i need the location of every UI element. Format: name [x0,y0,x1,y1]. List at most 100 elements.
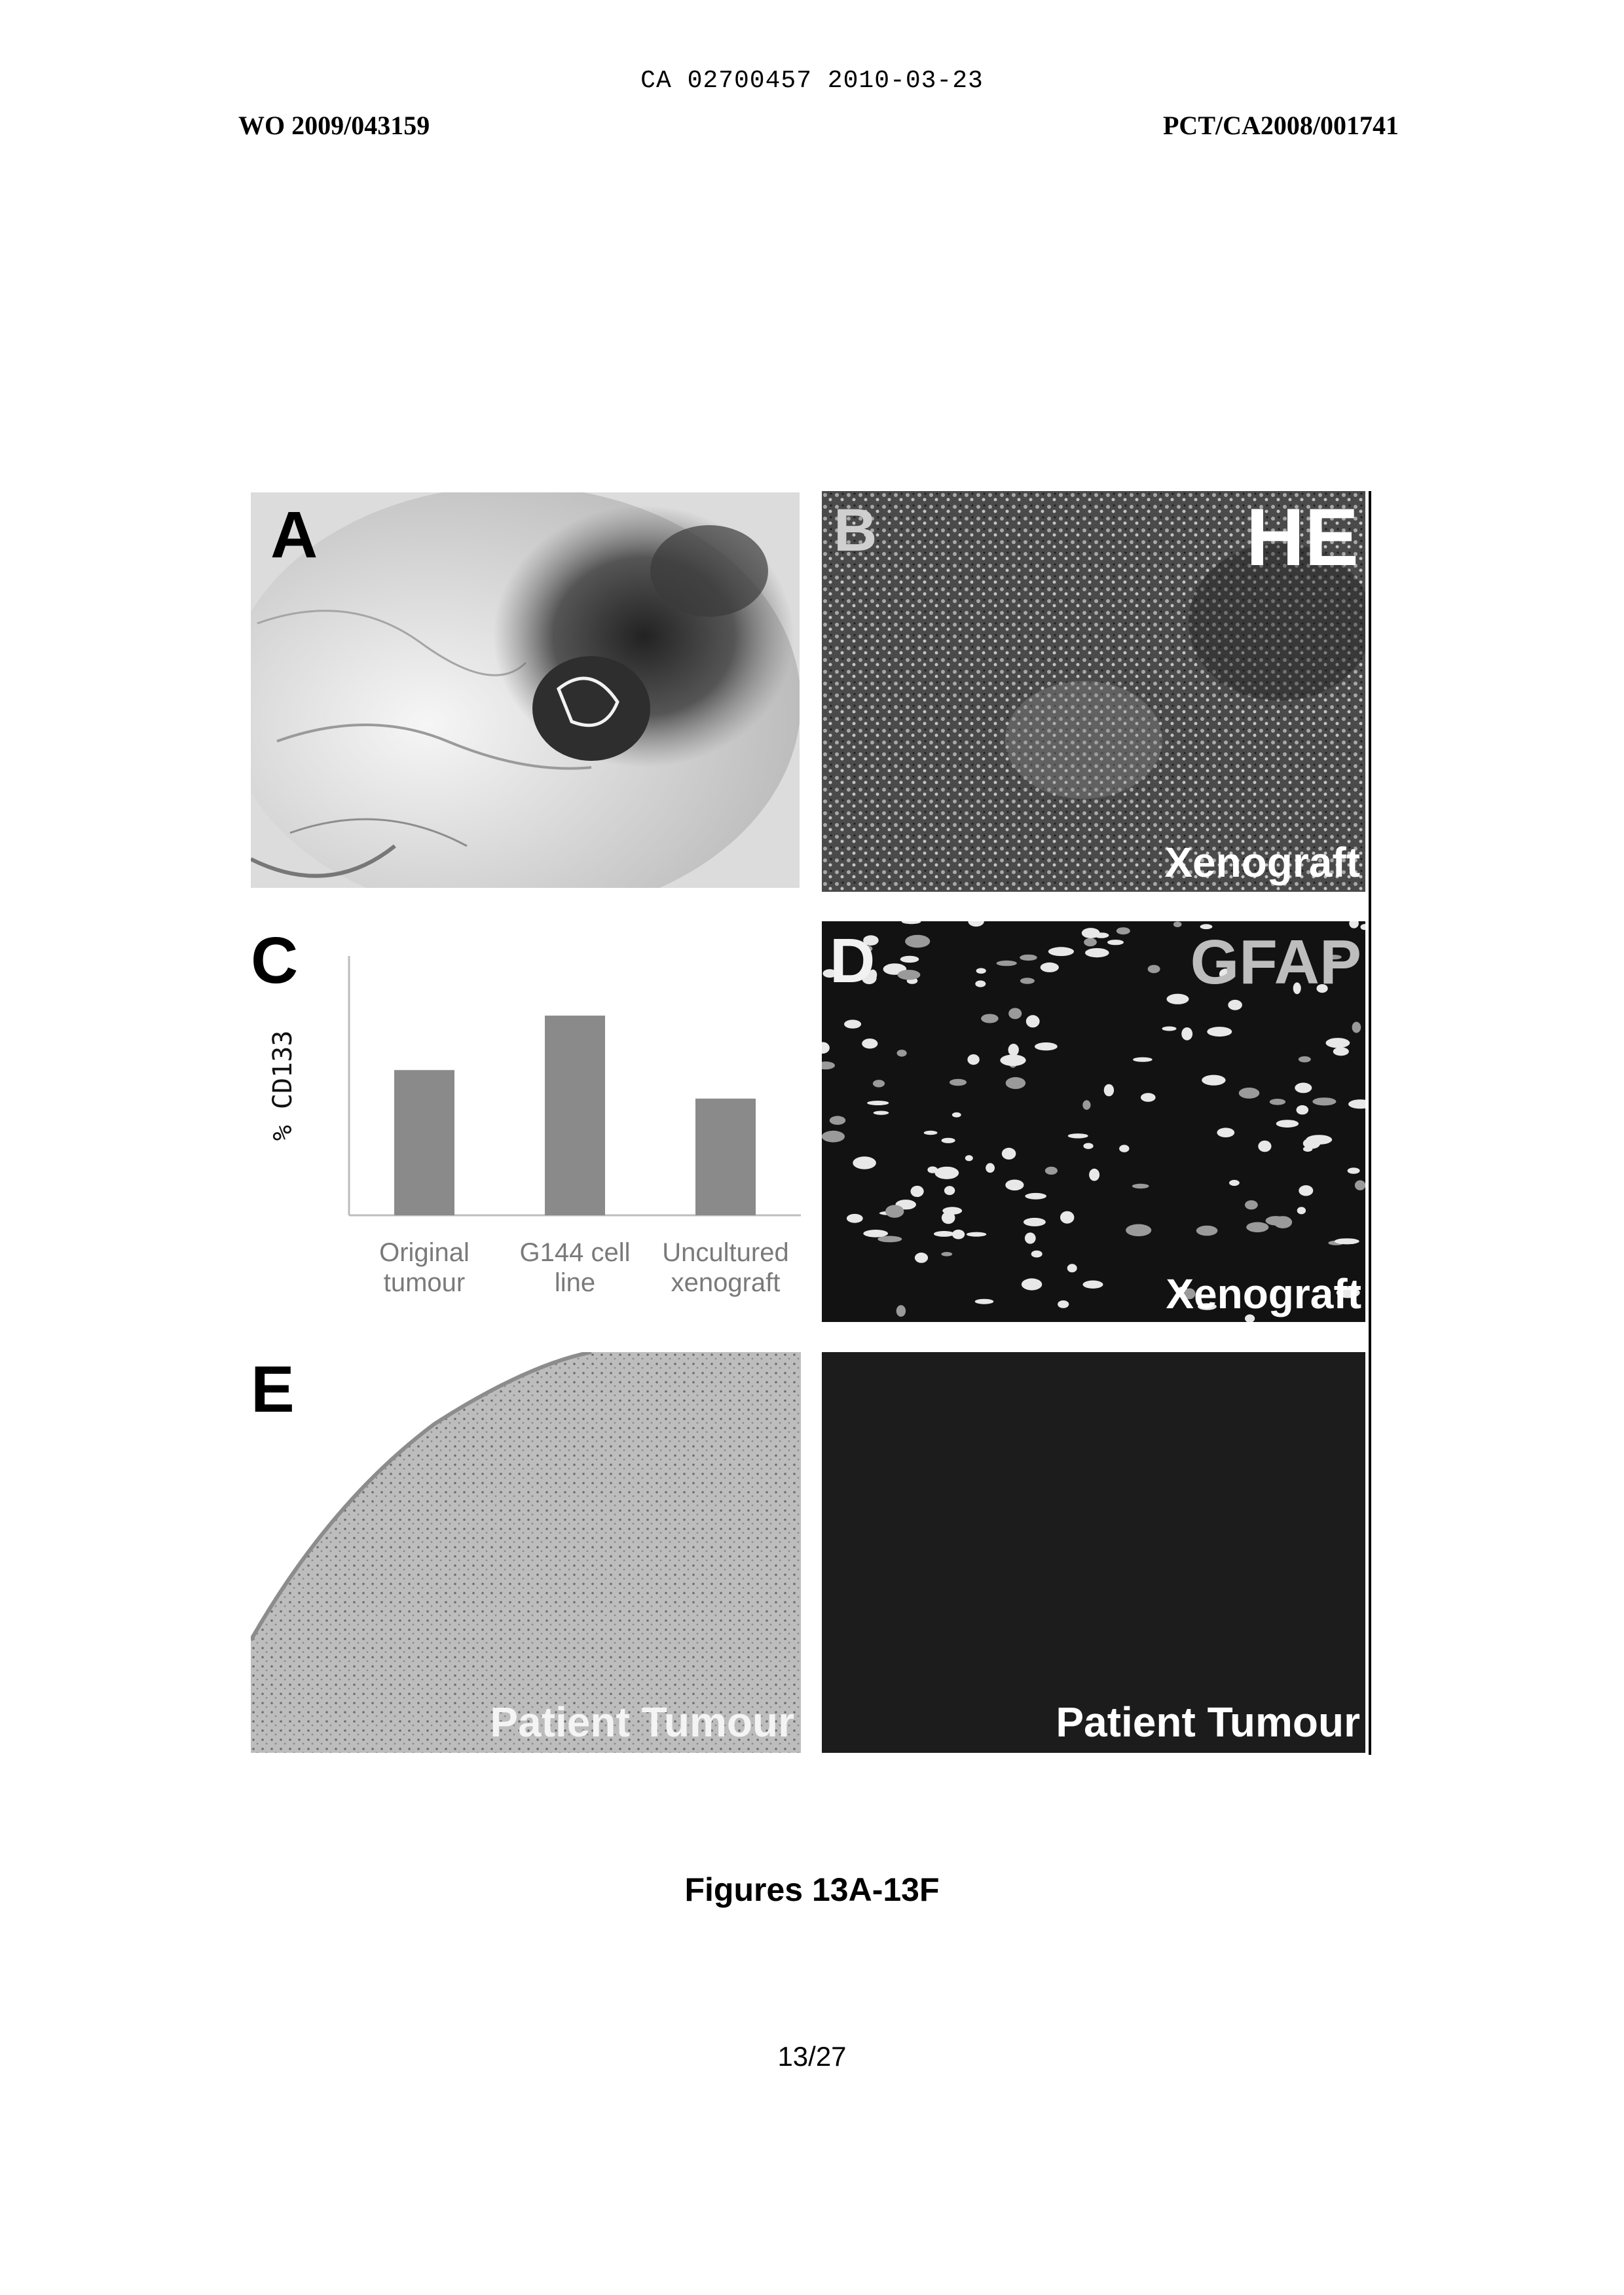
patient-tumour-histology-image [251,1352,801,1753]
gfap-cell [1006,1077,1025,1089]
panel-d-gfap-staining: D GFAP Xenograft [822,921,1365,1322]
gfap-cell [1270,1099,1285,1105]
gfap-cell [1084,938,1097,947]
gfap-cell [941,1252,952,1257]
gfap-cell [1068,1133,1088,1138]
gfap-cell [898,970,921,980]
gfap-cell [1167,994,1189,1004]
gfap-cell [1024,1218,1046,1226]
gfap-cell [965,1155,973,1161]
gfap-cell [1295,1083,1312,1093]
gfap-cell [1245,1200,1258,1209]
gfap-cell [1025,1193,1046,1200]
cd133-bar-chart: OriginaltumourG144 celllineUnculturedxen… [251,917,807,1336]
gfap-cell [1299,1056,1311,1062]
gfap-cell [986,1163,995,1173]
gfap-cell [1005,1180,1024,1191]
gfap-cell [1000,1055,1025,1066]
x-tick-label-1-0: G144 cell [520,1238,631,1267]
gfap-cell [1196,1226,1218,1236]
gfap-cell [1026,1015,1040,1027]
gfap-cell [1085,948,1109,957]
figure-caption: Figures 13A-13F [0,1871,1624,1909]
gfap-cell [1217,1128,1234,1137]
x-tick-label-0-1: tumour [384,1268,466,1297]
x-tick-label-2-1: xenograft [671,1268,781,1297]
gfap-cell [863,1230,888,1238]
gfap-cell [1020,955,1037,961]
gfap-cell [911,1186,924,1197]
pct-application-number: PCT/CA2008/001741 [1163,110,1399,141]
gfap-cell [862,1038,877,1048]
gfap-cell [944,1186,955,1195]
panel-e-patient-tumour-histology: E Patient Tumour [251,1352,801,1753]
gfap-cell [976,968,986,974]
gfap-cell [896,1305,906,1317]
bar-1 [545,1016,605,1215]
gfap-cell [1148,965,1160,974]
gfap-cell [1239,1088,1260,1099]
gfap-cell [1173,921,1182,927]
panel-f-patient-tumour-staining: Patient Tumour [822,1352,1365,1753]
gfap-cell [1089,1169,1099,1181]
gfap-cell [905,935,930,948]
gfap-cell [967,1232,986,1237]
chart-y-axis-label: % CD133 [268,1031,298,1141]
gfap-cell [1162,1027,1177,1031]
gfap-cell [1025,1232,1036,1243]
brain-photo-image [251,492,800,888]
gfap-cell [1060,1211,1074,1224]
gfap-cell [1348,1167,1360,1173]
panel-a-label: A [270,498,318,573]
gfap-cell [1119,1145,1129,1152]
gfap-cell [1082,928,1100,938]
gfap-cell [1058,1300,1069,1308]
gfap-cell [900,956,919,963]
gfap-cell [1035,1042,1058,1050]
panel-c-cd133-chart: C OriginaltumourG144 celllineUnculturedx… [251,917,807,1336]
gfap-cell [1207,1027,1232,1037]
gfap-cell [1082,1100,1090,1110]
panel-f-caption: Patient Tumour [1056,1698,1360,1746]
gfap-cell [1104,1084,1114,1097]
gfap-cell [1297,1207,1306,1214]
gfap-cell [1031,1251,1043,1258]
gfap-cell [1132,1184,1149,1188]
gfap-cell [1258,1141,1271,1152]
gfap-cell [1228,1000,1242,1010]
gfap-cell [1335,1238,1359,1244]
gfap-cell [1045,1167,1058,1175]
gfap-cell [874,1111,889,1115]
panel-b-label: B [834,496,877,565]
gfap-cell [1246,1222,1268,1232]
panel-b-he-histology: B HE Xenograft [822,491,1365,892]
panel-d-title: GFAP [1190,927,1361,999]
panel-b-caption: Xenograft [1164,838,1360,887]
gfap-cell [981,1014,999,1023]
gfap-cell [997,961,1017,966]
gfap-cell [867,1101,889,1105]
gfap-cell [1312,1097,1336,1105]
gfap-cell [1067,1264,1077,1272]
x-tick-label-1-1: line [555,1268,595,1297]
gfap-cell [1083,1281,1103,1289]
gfap-cell [1352,1022,1361,1033]
gfap-cell [830,1116,845,1125]
gfap-cell [847,1214,863,1223]
gfap-cell [915,1253,928,1263]
gfap-cell [967,1054,979,1065]
gfap-cell [975,1299,994,1304]
panel-b-title: HE [1246,491,1359,584]
gfap-cell [897,1050,907,1057]
gfap-cell [1083,1143,1093,1149]
panel-d-caption: Xenograft [1166,1270,1361,1318]
gfap-cell [1303,1138,1320,1149]
gfap-cell [1326,1038,1350,1048]
gfap-cell [1297,1105,1309,1114]
gfap-cell [1181,1027,1192,1040]
gfap-cell [1333,1047,1349,1056]
wo-publication-number: WO 2009/043159 [238,110,430,141]
page-number: 13/27 [0,2041,1624,2072]
gfap-cell [1355,1181,1365,1190]
gfap-cell [822,1131,845,1143]
